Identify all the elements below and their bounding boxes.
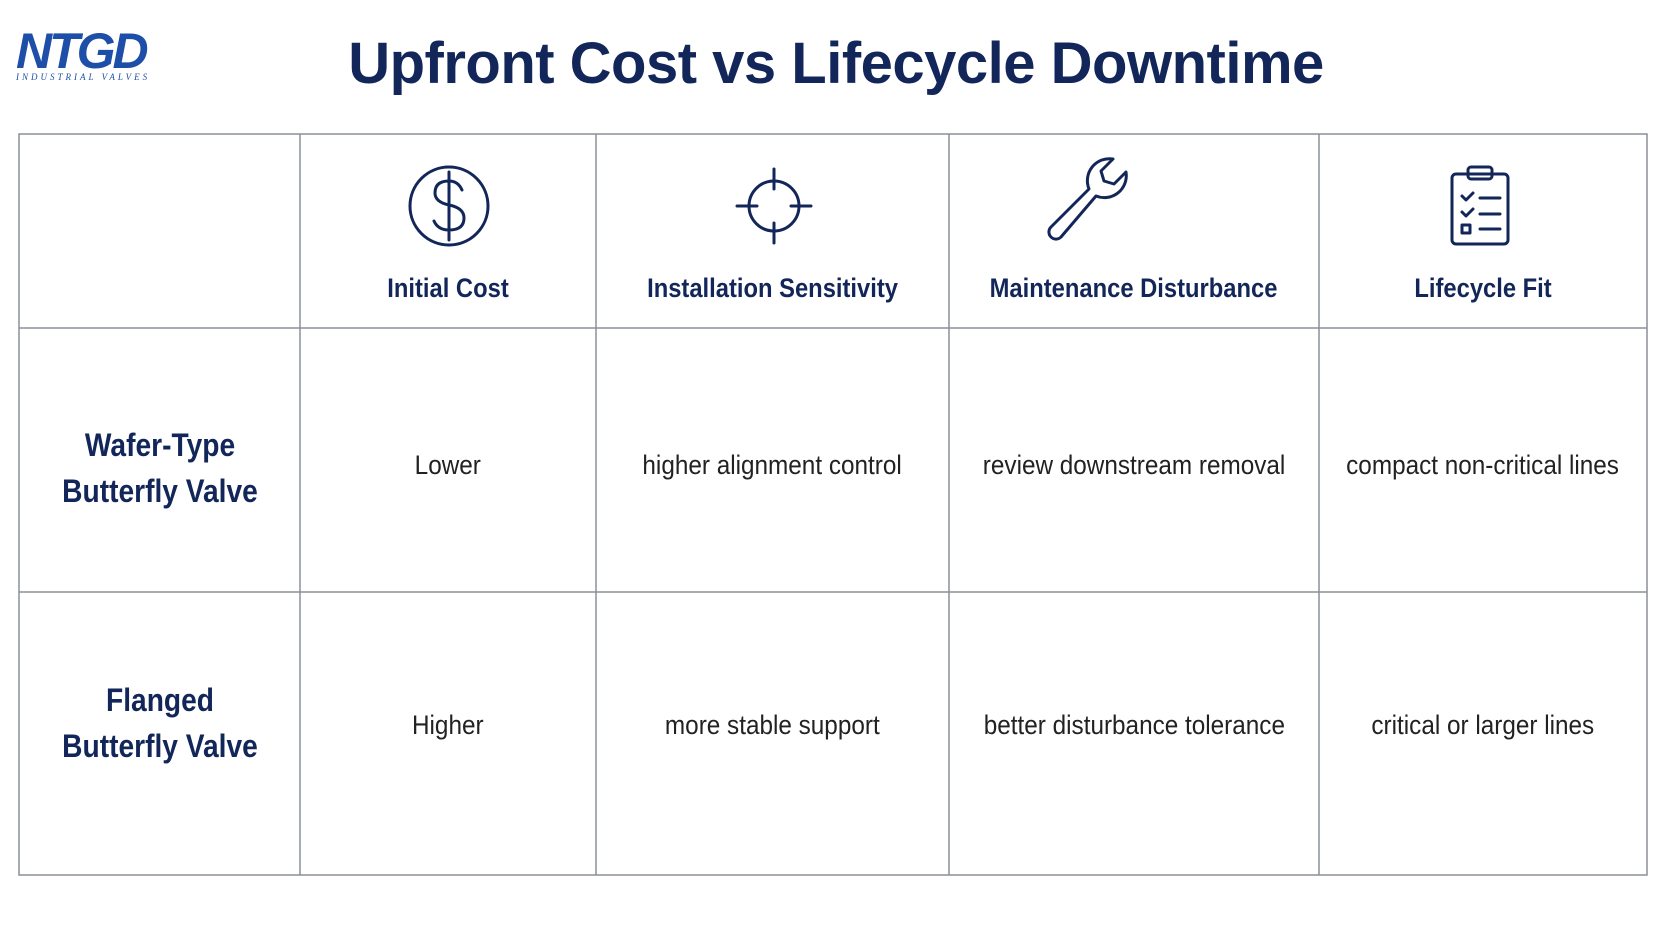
column-header-text: Maintenance Disturbance: [990, 272, 1278, 303]
column-header: Initial Cost: [300, 268, 596, 308]
cell-text: compact non-critical lines: [1346, 449, 1620, 480]
logo: NTGD: [16, 23, 149, 79]
row-header-text: Flanged Butterfly Valve: [61, 682, 258, 764]
cell-text: review downstream removal: [982, 449, 1286, 480]
table-cell: compact non-critical lines: [1319, 440, 1647, 490]
row-header-text: Wafer-Type Butterfly Valve: [61, 427, 258, 509]
page-title: Upfront Cost vs Lifecycle Downtime: [348, 31, 1324, 96]
cell-text: Lower: [414, 449, 482, 480]
cell-text: better disturbance tolerance: [983, 709, 1285, 740]
column-header-text: Installation Sensitivity: [647, 272, 898, 303]
table-cell: Higher: [300, 700, 596, 750]
table-cell: better disturbance tolerance: [949, 700, 1319, 750]
column-header: Installation Sensitivity: [596, 268, 949, 308]
column-header: Maintenance Disturbance: [949, 268, 1319, 308]
table-cell: Lower: [300, 440, 596, 490]
row-header: Flanged Butterfly Valve: [19, 673, 300, 773]
column-header-text: Initial Cost: [387, 272, 509, 303]
cell-text: more stable support: [665, 709, 880, 740]
column-header: Lifecycle Fit: [1319, 268, 1647, 308]
cell-text: critical or larger lines: [1371, 709, 1595, 740]
table-cell: higher alignment control: [596, 440, 949, 490]
table-cell: review downstream removal: [949, 440, 1319, 490]
table-cell: more stable support: [596, 700, 949, 750]
column-header-text: Lifecycle Fit: [1414, 272, 1552, 303]
cell-text: Higher: [412, 709, 484, 740]
logo-tagline: INDUSTRIAL VALVES: [16, 72, 151, 82]
row-header: Wafer-Type Butterfly Valve: [19, 418, 300, 518]
table-cell: critical or larger lines: [1319, 700, 1647, 750]
cell-text: higher alignment control: [642, 449, 903, 480]
